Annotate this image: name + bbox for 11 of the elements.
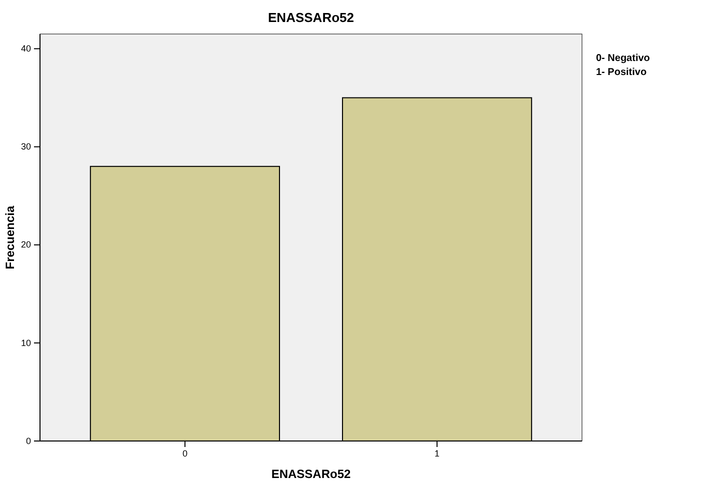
y-tick-label: 40	[20, 44, 31, 54]
text: 0- Negativo	[596, 53, 650, 64]
y-tick-label: 20	[20, 240, 31, 250]
y-axis-title: Frecuencia	[3, 206, 17, 270]
chart-title: ENASSARo52	[268, 10, 354, 25]
x-tick-label: 1	[434, 448, 440, 458]
y-tick-label: 10	[20, 338, 31, 348]
y-tick-label: 0	[26, 436, 31, 446]
y-tick-label: 30	[20, 142, 31, 152]
text: 1- Positivo	[596, 67, 647, 78]
x-axis-title: ENASSARo52	[271, 467, 351, 481]
